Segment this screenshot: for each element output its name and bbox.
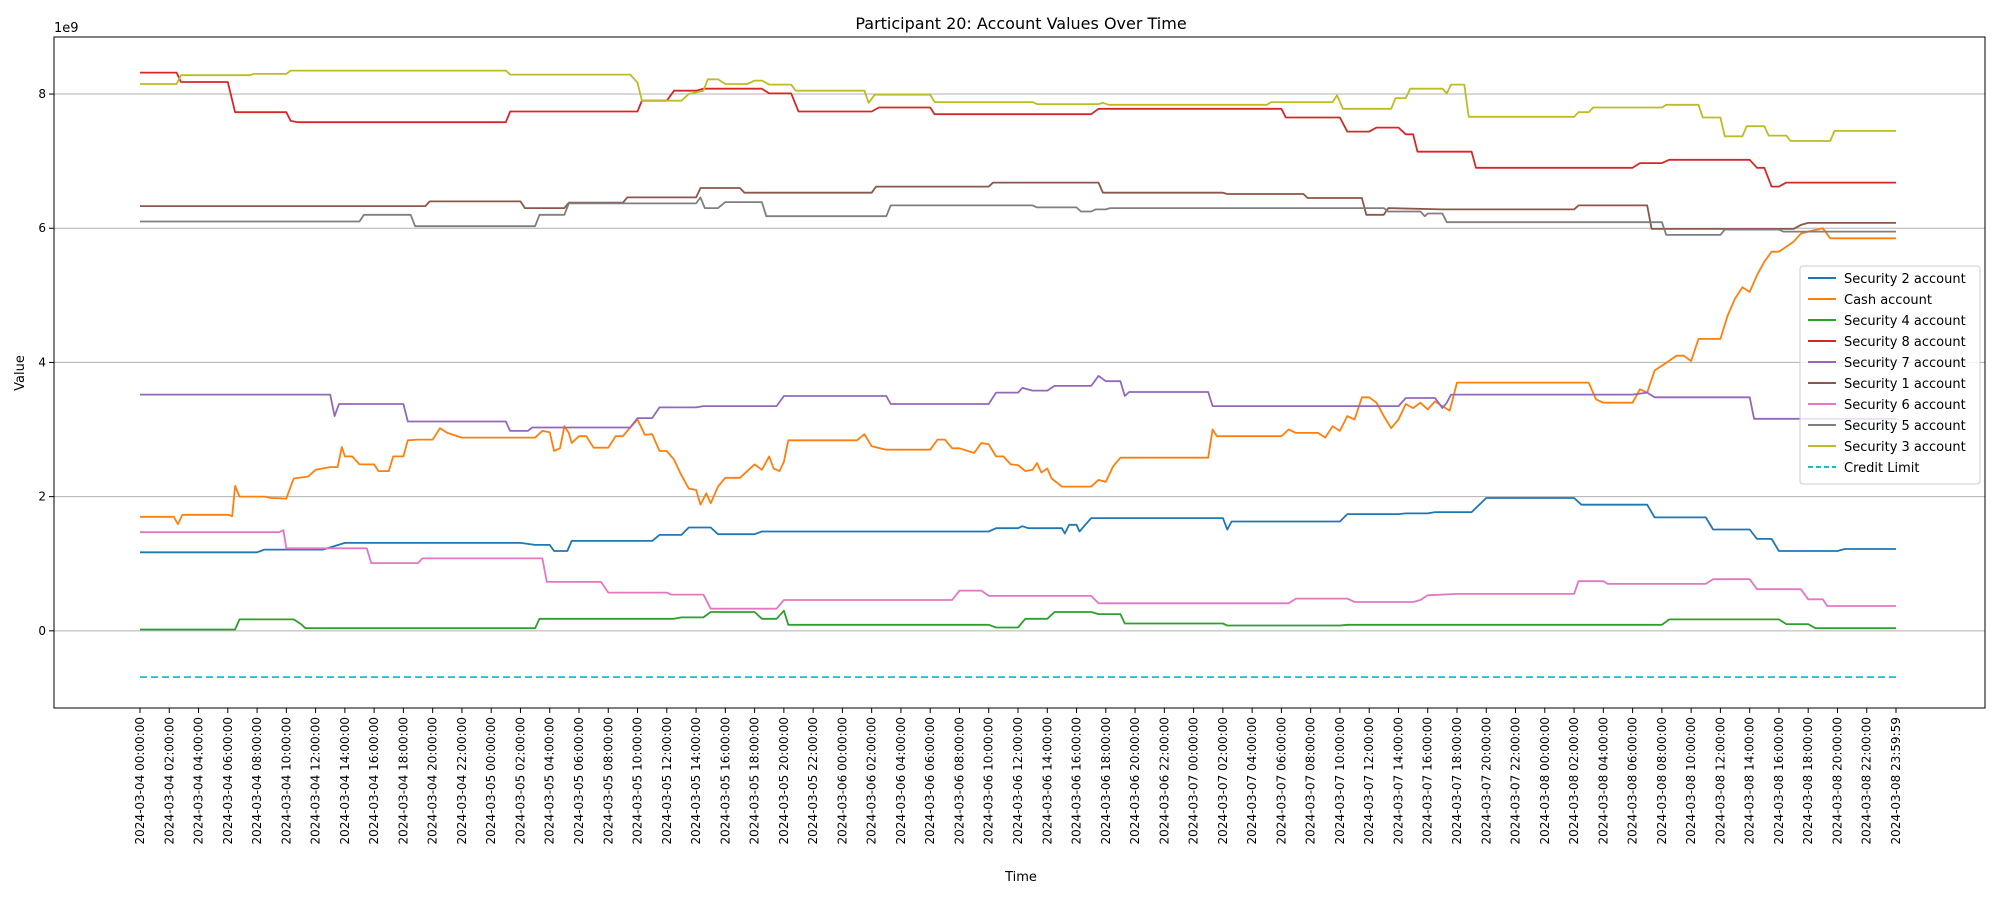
x-tick-label: 2024-03-04 00:00:00 <box>133 717 147 844</box>
x-tick-label: 2024-03-05 02:00:00 <box>514 717 528 844</box>
x-tick-label: 2024-03-08 14:00:00 <box>1743 717 1757 844</box>
series-line <box>140 71 1896 188</box>
x-tick-label: 2024-03-04 02:00:00 <box>162 717 176 844</box>
series-lines <box>140 69 1896 678</box>
x-tick-label: 2024-03-04 20:00:00 <box>426 717 440 844</box>
x-tick-label: 2024-03-06 20:00:00 <box>1128 717 1142 844</box>
x-tick-label: 2024-03-06 18:00:00 <box>1099 717 1113 844</box>
x-tick-label: 2024-03-07 06:00:00 <box>1274 717 1288 844</box>
legend-label: Security 5 account <box>1844 419 1966 434</box>
y-tick-label: 6 <box>38 221 46 235</box>
x-tick-label: 2024-03-04 22:00:00 <box>455 717 469 844</box>
y-axis-label: Value <box>13 355 28 391</box>
x-tick-label: 2024-03-07 20:00:00 <box>1479 717 1493 844</box>
y-tick-label: 2 <box>38 490 46 504</box>
x-tick-label: 2024-03-04 14:00:00 <box>338 717 352 844</box>
x-tick-label: 2024-03-05 00:00:00 <box>484 717 498 844</box>
x-tick-label: 2024-03-05 08:00:00 <box>601 717 615 844</box>
x-tick-label: 2024-03-07 16:00:00 <box>1421 717 1435 844</box>
x-tick-label: 2024-03-04 10:00:00 <box>279 717 293 844</box>
x-tick-label: 2024-03-05 06:00:00 <box>572 717 586 844</box>
x-tick-label: 2024-03-05 16:00:00 <box>718 717 732 844</box>
x-tick-label: 2024-03-05 22:00:00 <box>806 717 820 844</box>
x-tick-label: 2024-03-08 16:00:00 <box>1772 717 1786 844</box>
grid-lines <box>54 93 1985 632</box>
series-line <box>140 609 1896 631</box>
legend: Security 2 account Cash account Security 4… <box>1799 265 1981 485</box>
x-tick-label: 2024-03-08 22:00:00 <box>1860 717 1874 844</box>
chart-title: Participant 20: Account Values Over Time <box>855 14 1186 33</box>
x-tick-label: 2024-03-05 10:00:00 <box>631 717 645 844</box>
legend-label: Security 7 account <box>1844 356 1966 371</box>
x-tick-label: 2024-03-08 18:00:00 <box>1801 717 1815 844</box>
legend-label: Security 8 account <box>1844 335 1966 350</box>
legend-label: Security 4 account <box>1844 314 1966 329</box>
x-tick-label: 2024-03-07 14:00:00 <box>1392 717 1406 844</box>
legend-label: Cash account <box>1844 293 1932 308</box>
x-tick-label: 2024-03-08 00:00:00 <box>1538 717 1552 844</box>
x-tick-label: 2024-03-07 04:00:00 <box>1245 717 1259 844</box>
series-line <box>140 196 1896 236</box>
legend-label: Security 1 account <box>1844 377 1966 392</box>
x-tick-label: 2024-03-06 14:00:00 <box>1040 717 1054 844</box>
x-tick-label: 2024-03-08 08:00:00 <box>1655 717 1669 844</box>
series-line <box>140 497 1896 554</box>
x-tick-label: 2024-03-05 18:00:00 <box>748 717 762 844</box>
x-tick-label: 2024-03-07 08:00:00 <box>1304 717 1318 844</box>
y-tick-label: 0 <box>38 624 46 638</box>
x-tick-label: 2024-03-04 12:00:00 <box>309 717 323 844</box>
series-line <box>140 374 1896 432</box>
x-tick-label: 2024-03-05 12:00:00 <box>660 717 674 844</box>
x-tick-label: 2024-03-04 06:00:00 <box>221 717 235 844</box>
legend-label: Security 6 account <box>1844 398 1966 413</box>
x-tick-label: 2024-03-08 06:00:00 <box>1626 717 1640 844</box>
y-tick-label: 4 <box>38 355 46 369</box>
x-tick-label: 2024-03-08 20:00:00 <box>1831 717 1845 844</box>
x-tick-label: 2024-03-04 04:00:00 <box>192 717 206 844</box>
series-line <box>140 529 1896 610</box>
x-tick-label: 2024-03-06 06:00:00 <box>923 717 937 844</box>
x-tick-label: 2024-03-06 08:00:00 <box>953 717 967 844</box>
x-tick-label: 2024-03-07 22:00:00 <box>1509 717 1523 844</box>
x-tick-label: 2024-03-07 18:00:00 <box>1450 717 1464 844</box>
legend-label: Credit Limit <box>1844 461 1919 476</box>
series-line <box>140 227 1896 525</box>
axes: 0 2 4 6 8 2024-03-04 00:00:00 2024-03-04 02:00… <box>38 36 1986 844</box>
legend-label: Security 3 account <box>1844 440 1966 455</box>
y-tick-label: 8 <box>38 87 46 101</box>
x-tick-label: 2024-03-08 10:00:00 <box>1684 717 1698 844</box>
x-tick-label: 2024-03-04 18:00:00 <box>396 717 410 844</box>
legend-box <box>1799 265 1981 485</box>
x-tick-label: 2024-03-04 16:00:00 <box>367 717 381 844</box>
x-tick-label: 2024-03-06 16:00:00 <box>1070 717 1084 844</box>
x-tick-label: 2024-03-06 04:00:00 <box>894 717 908 844</box>
x-tick-label: 2024-03-06 02:00:00 <box>865 717 879 844</box>
x-tick-label: 2024-03-07 00:00:00 <box>1187 717 1201 844</box>
x-tick-label: 2024-03-05 04:00:00 <box>543 717 557 844</box>
x-tick-label: 2024-03-07 10:00:00 <box>1333 717 1347 844</box>
y-axis-offset-label: 1e9 <box>54 21 79 36</box>
x-tick-label: 2024-03-05 14:00:00 <box>689 717 703 844</box>
plot-frame <box>53 36 1986 709</box>
x-tick-label: 2024-03-05 20:00:00 <box>777 717 791 844</box>
series-line <box>140 69 1896 142</box>
x-tick-label: 2024-03-08 04:00:00 <box>1596 717 1610 844</box>
x-tick-label: 2024-03-08 12:00:00 <box>1713 717 1727 844</box>
legend-label: Security 2 account <box>1844 272 1966 287</box>
x-tick-label: 2024-03-06 22:00:00 <box>1157 717 1171 844</box>
x-tick-label: 2024-03-04 08:00:00 <box>250 717 264 844</box>
x-tick-label: 2024-03-07 12:00:00 <box>1362 717 1376 844</box>
x-tick-label: 2024-03-08 02:00:00 <box>1567 717 1581 844</box>
x-tick-label: 2024-03-06 12:00:00 <box>1011 717 1025 844</box>
x-axis-label: Time <box>1004 870 1037 885</box>
x-tick-label: 2024-03-07 02:00:00 <box>1216 717 1230 844</box>
x-tick-label: 2024-03-06 00:00:00 <box>835 717 849 844</box>
x-tick-label: 2024-03-06 10:00:00 <box>982 717 996 844</box>
x-tick-label: 2024-03-08 23:59:59 <box>1889 717 1903 844</box>
